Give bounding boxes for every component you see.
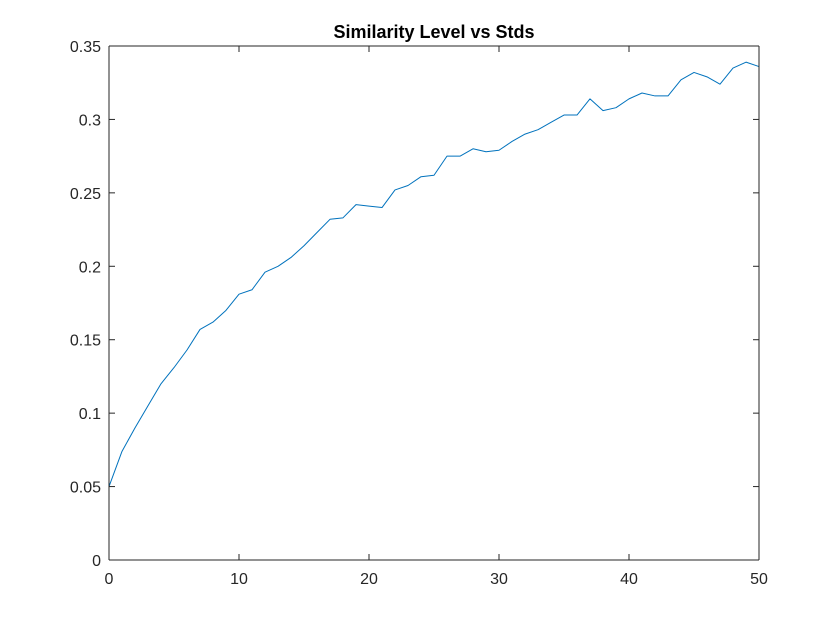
- y-tick-label: 0.05: [70, 480, 101, 497]
- chart-title: Similarity Level vs Stds: [333, 22, 534, 42]
- x-tick-label: 50: [750, 571, 768, 588]
- plot-area: [109, 46, 759, 560]
- y-tick-label: 0.3: [79, 112, 101, 129]
- y-tick-label: 0: [92, 553, 101, 570]
- x-tick-label: 10: [230, 571, 248, 588]
- x-tick-label: 40: [620, 571, 638, 588]
- series-layer: [108, 61, 760, 487]
- y-tick-label: 0.35: [70, 39, 101, 56]
- axes-layer: [108, 45, 760, 561]
- y-tick-label: 0.15: [70, 333, 101, 350]
- y-tick-label: 0.25: [70, 186, 101, 203]
- y-tick-label: 0.2: [79, 259, 101, 276]
- y-tick-label: 0.1: [79, 406, 101, 423]
- tick-layer: 0 10 20 30 40 50 0 0.05 0.1 0.15 0.2 0.25 0.3 0.35: [70, 39, 768, 588]
- series-line-0: [108, 61, 760, 487]
- x-tick-label: 20: [360, 571, 378, 588]
- x-tick-label: 0: [105, 571, 114, 588]
- x-tick-label: 30: [490, 571, 508, 588]
